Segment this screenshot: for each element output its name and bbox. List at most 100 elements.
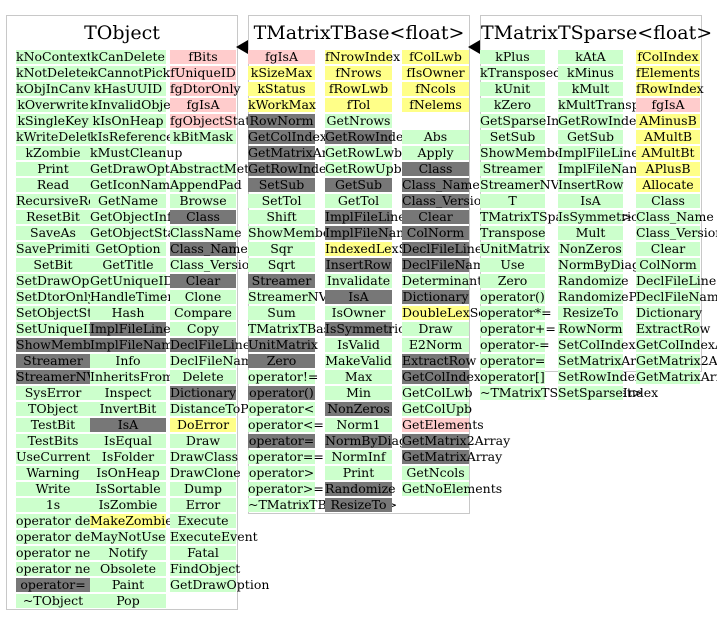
member-entry: kBitMask <box>170 130 236 144</box>
member-entry: TestBits <box>16 434 90 448</box>
member-entry: kMultTranspose <box>558 97 662 112</box>
member-entry: GetColLwb <box>402 385 473 400</box>
member-entry: fUniqueID <box>170 65 236 80</box>
member-entry: kAtA <box>558 50 623 64</box>
member-entry: operator new[] <box>16 561 111 576</box>
member-entry: Clone <box>170 290 236 304</box>
member-entry: HandleTimer <box>90 289 174 304</box>
member-entry: ResetBit <box>16 210 90 224</box>
member-entry: fElements <box>636 65 700 80</box>
member-entry: operator delete[] <box>16 529 124 544</box>
member-entry: AbstractMethod <box>170 161 273 176</box>
member-entry: RandomizePD <box>558 289 647 304</box>
member-entry: DeclFileLine <box>636 273 717 288</box>
member-entry: Compare <box>170 306 236 320</box>
member-entry: operator() <box>248 385 315 400</box>
member-entry: APlusB <box>636 162 700 176</box>
member-entry: IsValid <box>325 338 392 352</box>
member-entry: kInvalidObject <box>90 97 183 112</box>
class-title: TMatrixTBase<float> <box>253 22 465 44</box>
member-entry: Sqrt <box>248 258 315 272</box>
member-entry: IsZombie <box>90 498 166 512</box>
member-entry: fNelems <box>402 98 469 112</box>
member-entry: operator== <box>248 449 324 464</box>
member-entry: operator<= <box>248 417 324 432</box>
member-entry: Allocate <box>636 178 700 192</box>
member-entry: StreamerNVirtual <box>16 369 130 384</box>
member-entry: ImplFileName <box>325 225 416 240</box>
member-entry: Class_Name <box>636 209 714 224</box>
member-entry <box>402 114 469 128</box>
member-entry: DeclFileLine <box>402 241 483 256</box>
member-entry: SetBit <box>16 258 90 272</box>
member-entry: ImplFileLine <box>325 209 406 224</box>
inheritance-arrow-icon <box>468 40 480 54</box>
member-entry: TMatrixTSparse<float> <box>480 210 632 224</box>
member-entry: SetRowIndexArray <box>558 369 678 384</box>
member-entry: fNcols <box>402 82 469 96</box>
member-entry: Abs <box>402 130 469 144</box>
member-entry: Print <box>16 162 90 176</box>
member-entry: ImplFileName <box>90 337 181 352</box>
member-entry: Class_Version <box>170 257 258 272</box>
member-entry: TestBit <box>16 418 90 432</box>
member-entry: NonZeros <box>325 402 392 416</box>
member-entry: IsEqual <box>90 434 166 448</box>
member-entry: Print <box>325 466 392 480</box>
member-entry: fgIsA <box>248 50 315 64</box>
member-entry: kObjInCanvas <box>16 81 105 96</box>
member-entry: GetDrawOption <box>90 161 190 176</box>
member-entry: GetColIndexArray <box>636 337 717 352</box>
member-entry: SetColIndexArray <box>558 337 672 352</box>
member-entry: GetRowUpb <box>325 161 402 176</box>
member-entry: kNoContextMenu <box>16 49 128 64</box>
member-entry: TObject <box>16 402 90 416</box>
member-entry: Max <box>325 370 392 384</box>
member-entry: InvertBit <box>90 402 166 416</box>
member-entry: UseCurrentStyle <box>16 449 123 464</box>
member-entry: Clear <box>402 210 469 224</box>
member-entry: ResizeTo <box>558 306 623 320</box>
member-entry: Notify <box>90 546 166 560</box>
member-entry: GetRowLwb <box>325 145 403 160</box>
member-entry: ShowMembers <box>248 225 343 240</box>
member-entry: SetObjectStat <box>16 305 105 320</box>
member-entry: GetObjectInfo <box>90 209 180 224</box>
member-entry: kNotDeleted <box>16 65 97 80</box>
member-entry: SetSub <box>248 178 315 192</box>
member-entry: RowNorm <box>558 321 623 336</box>
member-entry: Sqr <box>248 242 315 256</box>
member-entry: T <box>480 194 545 208</box>
member-entry: IsSymmetric <box>558 209 639 224</box>
member-entry: fNrowIndex <box>325 49 401 64</box>
member-entry: operator[] <box>480 369 545 384</box>
member-entry: GetTol <box>325 194 392 208</box>
member-entry: kTransposed <box>480 65 562 80</box>
member-entry: SetSub <box>480 130 545 144</box>
member-entry: IsA <box>325 290 392 304</box>
member-entry: kMustCleanup <box>90 145 183 160</box>
member-entry: GetNoElements <box>402 481 503 496</box>
member-entry: Shift <box>248 210 315 224</box>
member-entry: operator+= <box>480 321 556 336</box>
member-entry: DeclFileName <box>636 289 717 304</box>
member-entry: DrawClone <box>170 465 241 480</box>
member-entry: DistanceToPrimitive <box>170 401 298 416</box>
member-entry: kZombie <box>16 146 90 160</box>
member-entry: GetMatrix2Array <box>636 353 717 368</box>
member-entry: ~TObject <box>16 594 90 608</box>
member-entry: GetTitle <box>90 258 166 272</box>
member-entry: RecursiveRemove <box>16 193 130 208</box>
member-entry: Copy <box>170 322 236 336</box>
member-entry: ClassName <box>170 225 242 240</box>
member-entry: InheritsFrom <box>90 369 174 384</box>
member-entry: operator= <box>480 353 546 368</box>
member-entry: IsA <box>90 418 166 432</box>
member-entry: IsSymmetric <box>325 321 406 336</box>
member-entry: SetMatrixArray <box>558 353 657 368</box>
member-entry: MakeZombie <box>90 513 173 528</box>
member-entry: kIsOnHeap <box>90 114 166 128</box>
member-entry: Browse <box>170 194 236 208</box>
member-entry: fTol <box>325 98 392 112</box>
member-entry: AMultB <box>636 130 700 144</box>
